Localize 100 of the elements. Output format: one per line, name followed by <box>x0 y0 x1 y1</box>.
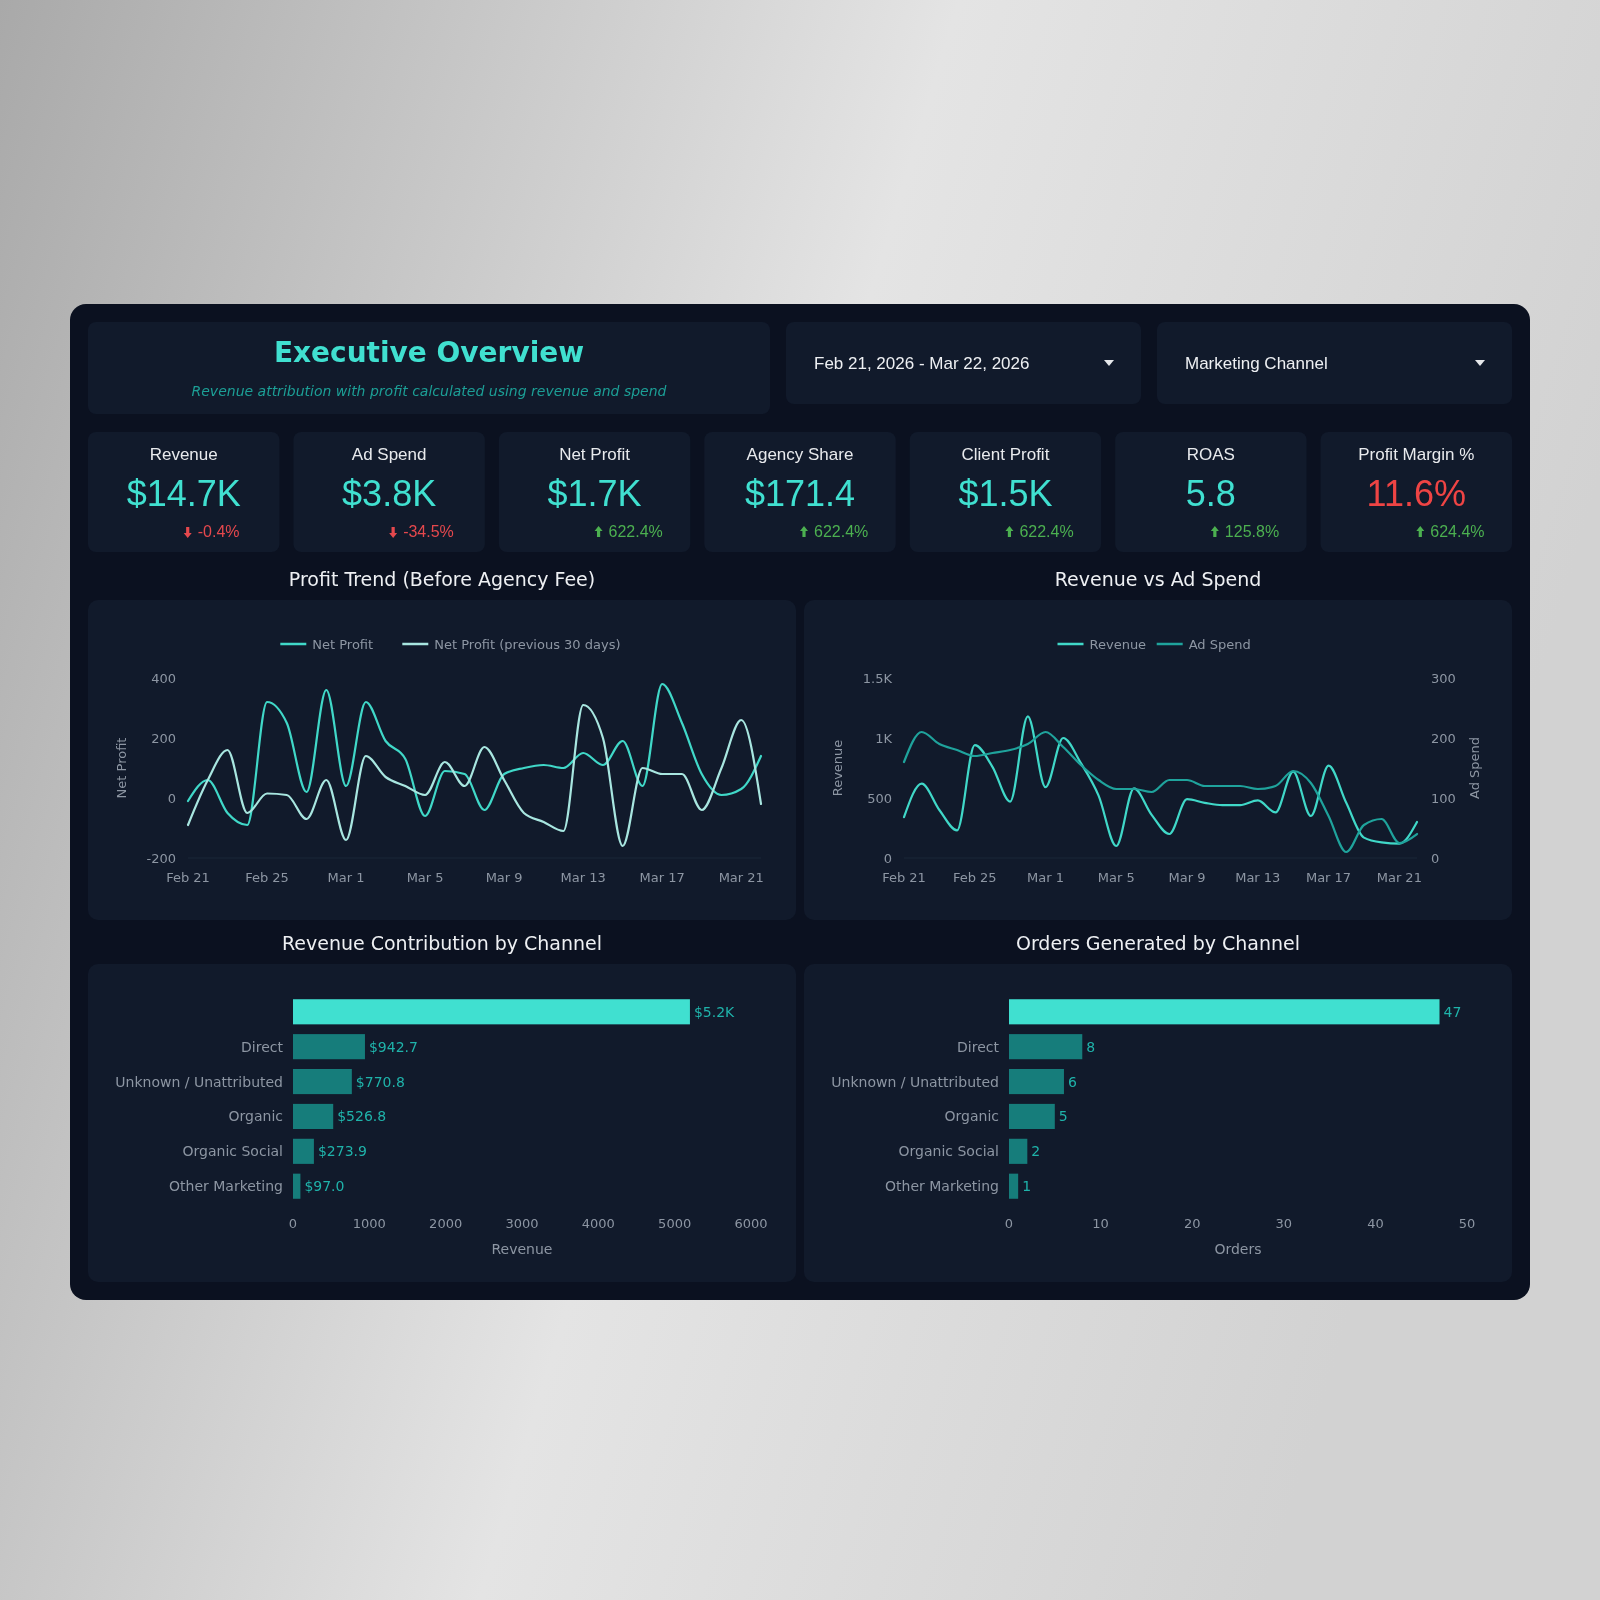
y-axis-title: Net Profit <box>114 737 129 799</box>
text: 11.6% <box>1366 473 1466 514</box>
x-tick-label: 0 <box>288 1216 298 1231</box>
text: $1.5K <box>958 473 1053 514</box>
x-tick-label: 5000 <box>658 1216 692 1231</box>
data-label: $5.2K <box>693 1003 736 1020</box>
x-tick-label: Feb 25 <box>952 870 997 885</box>
x-tick-label: 40 <box>1367 1216 1384 1231</box>
y-tick-label: Organic Social <box>898 1143 999 1160</box>
data-label: $942.7 <box>368 1038 418 1055</box>
chart-title: Orders Generated by Channel <box>1015 932 1301 954</box>
y-tick-label: Other Marketing <box>885 1178 999 1195</box>
x-tick-label: 3000 <box>505 1216 539 1231</box>
x-tick-label: Mar 1 <box>1027 870 1064 885</box>
y-tick-label: 0 <box>883 850 892 866</box>
x-tick-label: 10 <box>1092 1216 1109 1231</box>
legend-label: Net Profit (previous 30 days) <box>434 637 621 652</box>
y-tick-label: Unknown / Unattributed <box>831 1073 999 1090</box>
x-tick-label: 6000 <box>734 1216 768 1231</box>
x-tick-label: Mar 21 <box>1376 870 1422 885</box>
bar <box>1009 1138 1028 1164</box>
chart-title: Profit Trend (Before Agency Fee) <box>288 568 596 590</box>
text: 5.8 <box>1185 473 1236 514</box>
y-tick-label: Organic <box>228 1108 283 1125</box>
text: $3.8K <box>342 473 437 514</box>
y-tick-label: 500 <box>867 790 892 806</box>
x-tick-label: 50 <box>1458 1216 1476 1231</box>
bar <box>293 1069 352 1095</box>
data-label: 622.4% <box>608 523 663 540</box>
legend-label: Net Profit <box>312 637 374 652</box>
x-tick-label: Mar 5 <box>1097 870 1135 885</box>
category-label: Agency Share <box>746 445 854 464</box>
bar <box>293 999 690 1025</box>
line-series <box>902 715 1419 848</box>
bar <box>1009 1034 1083 1060</box>
data-label: 47 <box>1443 1003 1462 1020</box>
x-axis-title: Orders <box>1214 1241 1262 1257</box>
data-label: 6 <box>1067 1073 1077 1090</box>
y-tick-label: 0 <box>167 790 176 806</box>
category-label: ROAS <box>1186 445 1235 464</box>
bar <box>1009 1069 1064 1095</box>
x-tick-label: Mar 21 <box>718 870 764 885</box>
x-tick-label: 4000 <box>581 1216 615 1231</box>
category-label: Profit Margin % <box>1358 445 1475 464</box>
chart-title: Revenue vs Ad Spend <box>1054 568 1262 590</box>
category-label: Net Profit <box>559 445 631 464</box>
x-tick-label: Mar 13 <box>560 870 606 885</box>
line-series <box>186 703 763 848</box>
y-tick-label: Organic Social <box>182 1143 283 1160</box>
x-tick-label: Mar 9 <box>485 870 523 885</box>
bar <box>293 1173 301 1199</box>
legend-label: Revenue <box>1089 637 1147 652</box>
category-label: Revenue <box>149 445 218 464</box>
x-tick-label: 0 <box>1004 1216 1014 1231</box>
line-series <box>902 730 1419 854</box>
y2-axis-title: Ad Spend <box>1467 736 1482 800</box>
x-tick-label: Feb 25 <box>245 870 289 885</box>
y-tick-label: Direct <box>241 1038 284 1055</box>
text: $1.7K <box>547 473 642 514</box>
x-tick-label: 2000 <box>429 1216 463 1231</box>
x-tick-label: Mar 1 <box>327 870 365 885</box>
x-tick-label: 30 <box>1275 1216 1293 1231</box>
data-label: 1 <box>1022 1178 1032 1195</box>
y2-tick-label: 100 <box>1431 790 1456 806</box>
data-label: 622.4% <box>814 523 869 540</box>
y2-tick-label: 200 <box>1431 730 1456 746</box>
category-label: Client Profit <box>961 445 1050 464</box>
y-tick-label: -200 <box>146 850 176 866</box>
y-tick-label: 200 <box>151 730 176 746</box>
data-label: 2 <box>1031 1143 1041 1160</box>
line-series <box>186 682 763 827</box>
y2-tick-label: 300 <box>1431 670 1456 686</box>
text: Feb 21, 2026 - Mar 22, 2026 <box>814 354 1030 373</box>
x-tick-label: 20 <box>1183 1216 1201 1231</box>
data-label: $526.8 <box>337 1108 387 1125</box>
data-label: $770.8 <box>355 1073 405 1090</box>
data-label: 624.4% <box>1430 523 1485 540</box>
bar <box>1009 1103 1055 1129</box>
bar <box>293 1034 365 1060</box>
y-tick-label: 1.5K <box>862 670 893 686</box>
y-tick-label: Direct <box>957 1038 1000 1055</box>
category-label: Ad Spend <box>351 445 427 464</box>
y-axis-title: Revenue <box>830 739 845 797</box>
text: $171.4 <box>744 473 856 514</box>
y2-tick-label: 0 <box>1431 850 1440 866</box>
data-label: $273.9 <box>317 1143 367 1160</box>
data-label: 8 <box>1086 1038 1096 1055</box>
x-tick-label: Feb 21 <box>882 870 926 885</box>
bar <box>293 1103 334 1129</box>
y-tick-label: 400 <box>151 670 176 686</box>
text: Executive Overview <box>273 336 585 369</box>
data-label: $97.0 <box>304 1178 345 1195</box>
x-tick-label: Mar 17 <box>639 870 685 885</box>
text: Marketing Channel <box>1185 354 1328 373</box>
x-tick-label: Mar 9 <box>1168 870 1206 885</box>
x-axis-title: Revenue <box>491 1241 553 1257</box>
text: $14.7K <box>126 473 241 514</box>
y-tick-label: Other Marketing <box>169 1178 283 1195</box>
bar <box>293 1138 314 1164</box>
text: Revenue attribution with profit calculated using revenue and spend <box>191 383 667 399</box>
